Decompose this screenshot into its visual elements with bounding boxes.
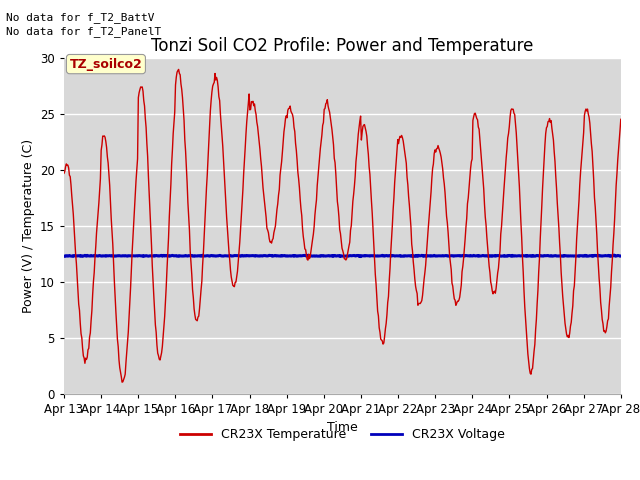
Title: Tonzi Soil CO2 Profile: Power and Temperature: Tonzi Soil CO2 Profile: Power and Temper… bbox=[151, 36, 534, 55]
Legend: CR23X Temperature, CR23X Voltage: CR23X Temperature, CR23X Voltage bbox=[175, 423, 510, 446]
Text: No data for f_T2_PanelT: No data for f_T2_PanelT bbox=[6, 26, 162, 37]
Y-axis label: Power (V) / Temperature (C): Power (V) / Temperature (C) bbox=[22, 139, 35, 312]
Text: No data for f_T2_BattV: No data for f_T2_BattV bbox=[6, 12, 155, 23]
Text: TZ_soilco2: TZ_soilco2 bbox=[70, 58, 142, 71]
X-axis label: Time: Time bbox=[327, 421, 358, 434]
